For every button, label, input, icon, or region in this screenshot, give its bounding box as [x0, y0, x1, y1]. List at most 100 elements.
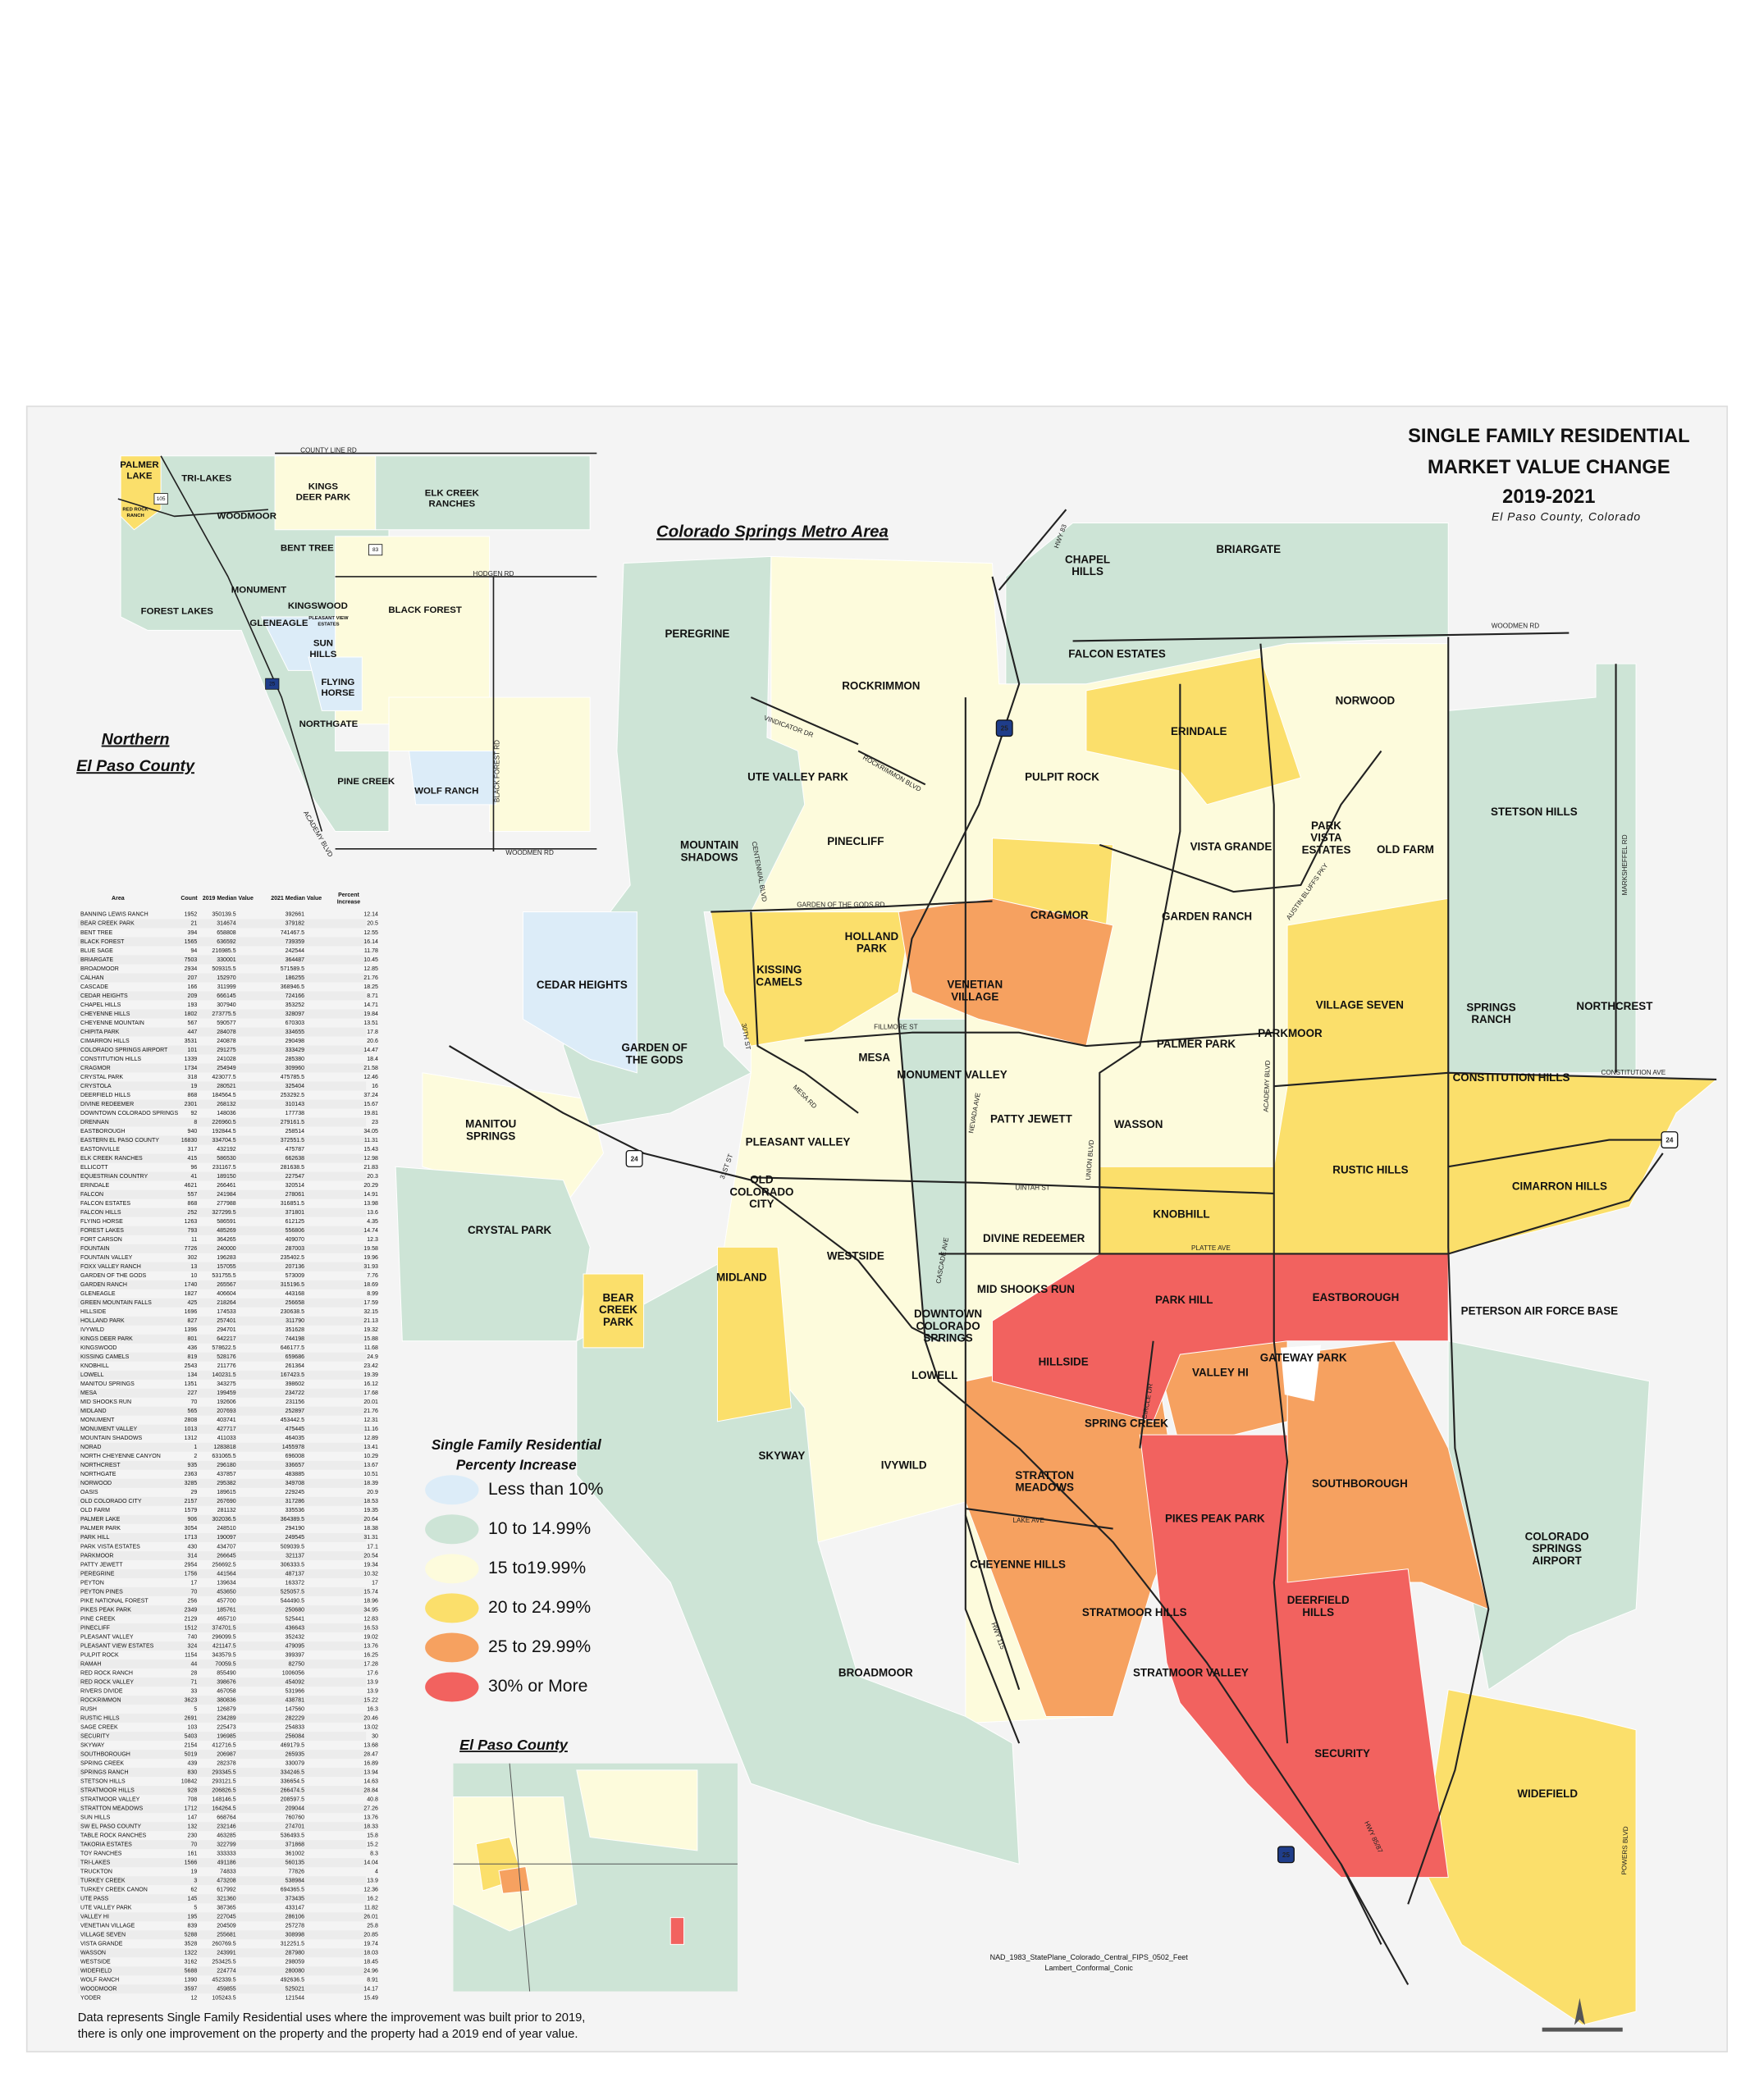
table-cell: 744198: [286, 1336, 305, 1342]
table-row-band: [77, 1388, 367, 1398]
table-cell: 293121.5: [212, 1778, 235, 1784]
table-cell: 231156: [286, 1399, 304, 1405]
neighborhood-label: PINECLIFF: [827, 835, 884, 847]
table-cell: 642217: [217, 1336, 236, 1342]
table-cell: TURKEY CREEK: [80, 1879, 126, 1884]
table-cell: CRYSTOLA: [80, 1084, 112, 1089]
table-row-band: [77, 1406, 367, 1416]
table-cell: STRATMOOR HILLS: [80, 1787, 135, 1793]
neighborhood-label-line: SPRINGS: [923, 1331, 972, 1344]
table-cell: SAGE CREEK: [80, 1724, 118, 1730]
table-cell: 226960.5: [212, 1120, 235, 1125]
table-cell: 26.01: [363, 1915, 378, 1920]
table-cell: 24.96: [363, 1969, 378, 1974]
table-cell: 531755.5: [212, 1273, 235, 1279]
table-cell: 3162: [185, 1960, 198, 1965]
inset-label-line: HORSE: [322, 688, 355, 698]
table-cell: CRAGMOR: [80, 1066, 111, 1071]
table-cell: 465710: [217, 1616, 236, 1622]
road: [1407, 637, 1490, 1905]
table-cell: 16.2: [367, 1897, 378, 1902]
neighborhood-area: [522, 911, 637, 1074]
table-cell: 148146.5: [212, 1796, 235, 1802]
table-cell: 454092: [286, 1679, 305, 1685]
table-cell: 17.59: [363, 1300, 378, 1306]
table-cell: 412716.5: [212, 1742, 235, 1748]
table-cell: 280080: [286, 1969, 305, 1974]
table-cell: FALCON ESTATES: [80, 1201, 130, 1207]
inset-label-line: DEER PARK: [296, 493, 351, 503]
table-cell: 12.3: [367, 1237, 378, 1243]
table-cell: 10.51: [363, 1472, 378, 1477]
table-cell: SPRING CREEK: [80, 1760, 124, 1766]
table-cell: 16.89: [363, 1760, 378, 1766]
table-cell: 152970: [217, 975, 236, 981]
road-label: GARDEN OF THE GODS RD: [797, 902, 884, 909]
table-row-band: [77, 1009, 367, 1019]
table-cell: 1013: [185, 1427, 198, 1432]
table-cell: 1263: [185, 1219, 198, 1225]
neighborhood-label: GATEWAY PARK: [1260, 1352, 1347, 1364]
table-cell: 10842: [181, 1778, 198, 1784]
legend-label: Less than 10%: [488, 1479, 604, 1499]
table-cell: 33: [190, 1688, 197, 1694]
table-cell: 398676: [217, 1679, 236, 1685]
table-row-band: [77, 1117, 367, 1127]
road: [965, 1508, 1113, 1530]
table-cell: 20.6: [367, 1039, 378, 1044]
table-cell: 260769.5: [212, 1942, 235, 1947]
table-cell: 208597.5: [281, 1796, 304, 1802]
table-cell: 5688: [185, 1969, 198, 1974]
table-cell: 453650: [217, 1589, 236, 1595]
table-cell: NORWOOD: [80, 1481, 112, 1486]
table-row-band: [77, 1370, 367, 1380]
map-title: 2019-2021: [1502, 486, 1595, 508]
road: [1273, 1071, 1717, 1088]
table-cell: 487137: [286, 1571, 305, 1577]
table-cell: 256658: [286, 1300, 305, 1306]
neighborhood-label-line: HOLLAND: [845, 929, 899, 942]
table-cell: 310143: [286, 1102, 305, 1107]
neighborhood-label: IVYWILD: [881, 1459, 927, 1471]
table-cell: 5288: [185, 1933, 198, 1938]
table-cell: 258514: [286, 1129, 305, 1134]
table-cell: 12: [190, 1996, 197, 2002]
table-cell: 928: [188, 1787, 198, 1793]
neighborhood-label: SKYWAY: [758, 1449, 805, 1462]
neighborhood-label-line: SPRINGS: [1532, 1542, 1581, 1554]
neighborhood-label-line: COLORADO: [729, 1185, 793, 1198]
table-cell: BRIARGATE: [80, 957, 113, 963]
table-cell: 430: [188, 1544, 198, 1550]
inset-label-line: RED ROCK: [122, 507, 148, 512]
table-cell: 12.55: [363, 930, 378, 936]
neighborhood-label: FALCON ESTATES: [1068, 647, 1166, 660]
neighborhood-label: SECURITY: [1314, 1747, 1370, 1760]
table-cell: DRENNAN: [80, 1120, 109, 1125]
table-cell: 23: [372, 1120, 378, 1125]
table-cell: 1827: [185, 1291, 198, 1297]
table-cell: GARDEN OF THE GODS: [80, 1273, 146, 1279]
table-row-band: [77, 1641, 367, 1650]
table-cell: 5: [194, 1706, 197, 1712]
neighborhood-label: MOUNTAIN SHADOWS: [680, 838, 738, 863]
table-cell: 21.76: [363, 975, 378, 981]
table-cell: 334704.5: [212, 1138, 235, 1144]
table-cell: TRUCKTON: [80, 1869, 112, 1875]
table-cell: 525441: [286, 1616, 305, 1622]
table-cell: 209: [188, 993, 198, 999]
table-cell: 256: [188, 1598, 198, 1604]
table-cell: 392661: [286, 912, 305, 918]
shield-number: 24: [1665, 1137, 1674, 1144]
county-area: [669, 1917, 685, 1945]
neighborhood-label-line: DOWNTOWN: [914, 1308, 982, 1320]
road-label: ACADEMY BLVD: [1263, 1060, 1272, 1112]
inset-label: KINGS DEER PARK: [296, 482, 351, 502]
table-cell: 479095: [286, 1643, 305, 1649]
table-cell: 230638.5: [281, 1309, 304, 1315]
highway-shield: [1277, 1846, 1295, 1864]
table-cell: 190097: [217, 1535, 236, 1541]
table-cell: 441564: [217, 1571, 236, 1577]
table-cell: COLORADO SPRINGS AIRPORT: [80, 1048, 168, 1053]
inset-road-label: HODGEN RD: [473, 570, 514, 578]
table-row-band: [77, 1099, 367, 1109]
